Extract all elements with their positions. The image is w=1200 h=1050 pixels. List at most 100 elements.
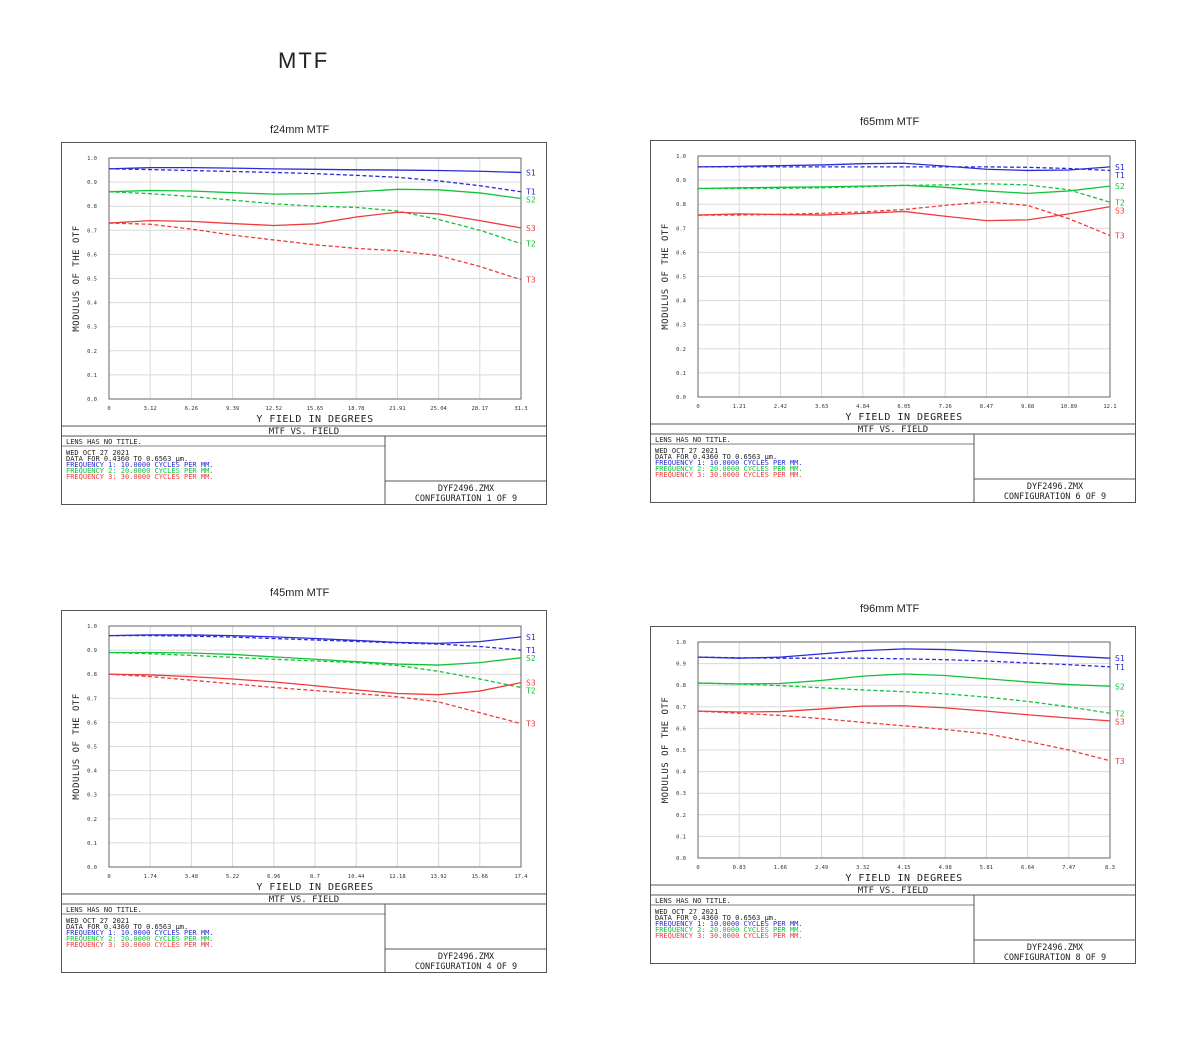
x-tick-label: 4.15 (897, 865, 910, 871)
series-line-s3 (697, 705, 1111, 722)
x-tick-label: 6.64 (1021, 865, 1035, 871)
x-tick-label: 25.04 (430, 406, 447, 412)
y-tick-label: 0.2 (676, 813, 686, 819)
x-tick-label: 2.42 (774, 404, 787, 410)
x-tick-label: 4.84 (856, 404, 870, 410)
x-tick-label: 17.4 (514, 874, 528, 880)
series-line-s3 (108, 211, 522, 229)
y-tick-label: 0.8 (87, 204, 97, 210)
series-label-t3: T3 (1115, 757, 1125, 766)
x-tick-label: 1.66 (774, 865, 787, 871)
x-tick-label: 8.3 (1105, 865, 1115, 871)
y-tick-label: 0.9 (87, 648, 97, 654)
y-tick-label: 0.5 (87, 277, 97, 283)
x-tick-label: 7.47 (1062, 865, 1075, 871)
x-tick-label: 3.63 (815, 404, 828, 410)
series-label-t1: T1 (526, 646, 536, 655)
x-tick-label: 8.7 (310, 874, 320, 880)
series-line-t1 (109, 634, 522, 651)
series-line-t3 (697, 710, 1111, 762)
plot-area (108, 625, 522, 868)
file-name-text: DYF2496.ZMX (438, 952, 495, 962)
chart-title: f24mm MTF (270, 124, 330, 136)
x-tick-label: 12.52 (266, 406, 283, 412)
x-tick-label: 3.48 (185, 874, 198, 880)
series-label-t3: T3 (1115, 232, 1125, 241)
series-label-s1: S1 (1115, 163, 1125, 172)
series-label-t3: T3 (526, 276, 536, 285)
series-label-t2: T2 (1115, 198, 1125, 207)
x-tick-label: 7.26 (939, 404, 952, 410)
series-line-s2 (697, 184, 1111, 195)
y-tick-label: 0.4 (676, 299, 687, 305)
series-line-s1 (108, 634, 522, 645)
configuration-text: CONFIGURATION 1 OF 9 (415, 494, 517, 504)
y-tick-label: 1.0 (676, 640, 686, 646)
x-axis-label: Y FIELD IN DEGREES (845, 412, 962, 423)
plot-type-title: MTF VS. FIELD (269, 427, 339, 437)
frequency-1-text: FREQUENCY 1: 10.0000 CYCLES PER MM. (655, 920, 803, 928)
frequency-2-text: FREQUENCY 2: 20.0000 CYCLES PER MM. (66, 467, 214, 475)
mtf-chart-panel: 0 1.21 2.42 3.63 4.84 6.05 7.26 8.47 9.68 10.89 12… (650, 140, 1136, 503)
x-tick-label: 1.21 (733, 404, 746, 410)
y-tick-label: 0.7 (87, 696, 97, 702)
chart-title: f45mm MTF (270, 587, 330, 599)
series-line-s2 (109, 651, 522, 666)
y-axis-label: MODULUS OF THE OTF (661, 697, 671, 804)
configuration-text: CONFIGURATION 8 OF 9 (1004, 953, 1106, 963)
y-tick-label: 0.1 (87, 373, 97, 379)
lens-title-text: LENS HAS NO TITLE. (655, 897, 731, 905)
x-tick-label: 13.92 (430, 874, 447, 880)
plot-area (697, 641, 1111, 859)
series-line-t2 (108, 651, 522, 689)
x-tick-label: 8.47 (980, 404, 993, 410)
y-tick-label: 0.9 (676, 178, 686, 184)
x-tick-label: 3.12 (144, 406, 157, 412)
mtf-chart-panel: 0 0.83 1.66 2.49 3.32 4.15 4.98 5.81 6.64 7.47 8.3… (650, 626, 1136, 964)
series-label-t3: T3 (526, 720, 536, 729)
plot-area (108, 157, 522, 400)
y-tick-label: 0.9 (87, 180, 97, 186)
series-label-s2: S2 (1115, 682, 1125, 691)
series-line-t1 (697, 656, 1111, 668)
panel-frame (650, 140, 1136, 503)
x-tick-label: 0 (696, 865, 699, 871)
y-tick-label: 0.4 (676, 770, 687, 776)
y-tick-label: 0.6 (87, 252, 97, 258)
series-label-s2: S2 (526, 654, 536, 663)
y-tick-label: 0.6 (87, 720, 97, 726)
y-tick-label: 1.0 (676, 154, 686, 160)
y-tick-label: 0.8 (676, 202, 686, 208)
y-tick-label: 0.3 (87, 793, 97, 799)
file-name-text: DYF2496.ZMX (1027, 943, 1084, 953)
y-tick-label: 0.1 (676, 371, 686, 377)
series-line-s2 (108, 188, 522, 200)
y-tick-label: 0.0 (676, 856, 686, 862)
x-tick-label: 28.17 (472, 406, 489, 412)
x-tick-label: 21.91 (389, 406, 406, 412)
frequency-3-text: FREQUENCY 3: 30.0000 CYCLES PER MM. (66, 941, 214, 949)
y-tick-label: 0.6 (676, 726, 686, 732)
y-tick-label: 0.3 (676, 323, 686, 329)
x-axis-label: Y FIELD IN DEGREES (256, 882, 373, 893)
frequency-3-text: FREQUENCY 3: 30.0000 CYCLES PER MM. (655, 471, 803, 479)
x-tick-label: 10.89 (1061, 404, 1078, 410)
chart-title: f65mm MTF (860, 116, 920, 128)
series-line-t3 (108, 673, 522, 725)
series-label-t1: T1 (1115, 171, 1125, 180)
y-tick-label: 0.5 (676, 275, 686, 281)
panel-frame (61, 610, 547, 973)
y-tick-label: 0.9 (676, 662, 686, 668)
date-text: WED OCT 27 2021 (66, 449, 129, 457)
series-line-t1 (698, 166, 1111, 172)
configuration-text: CONFIGURATION 4 OF 9 (415, 962, 517, 972)
y-tick-label: 0.3 (87, 325, 97, 331)
page-title: MTF (278, 48, 330, 73)
frequency-1-text: FREQUENCY 1: 10.0000 CYCLES PER MM. (655, 459, 803, 467)
y-tick-label: 0.6 (676, 250, 686, 256)
series-line-s1 (108, 166, 522, 174)
y-tick-label: 0.1 (676, 834, 686, 840)
y-tick-label: 0.5 (87, 745, 97, 751)
frequency-1-text: FREQUENCY 1: 10.0000 CYCLES PER MM. (66, 461, 214, 469)
x-tick-label: 0.83 (733, 865, 746, 871)
